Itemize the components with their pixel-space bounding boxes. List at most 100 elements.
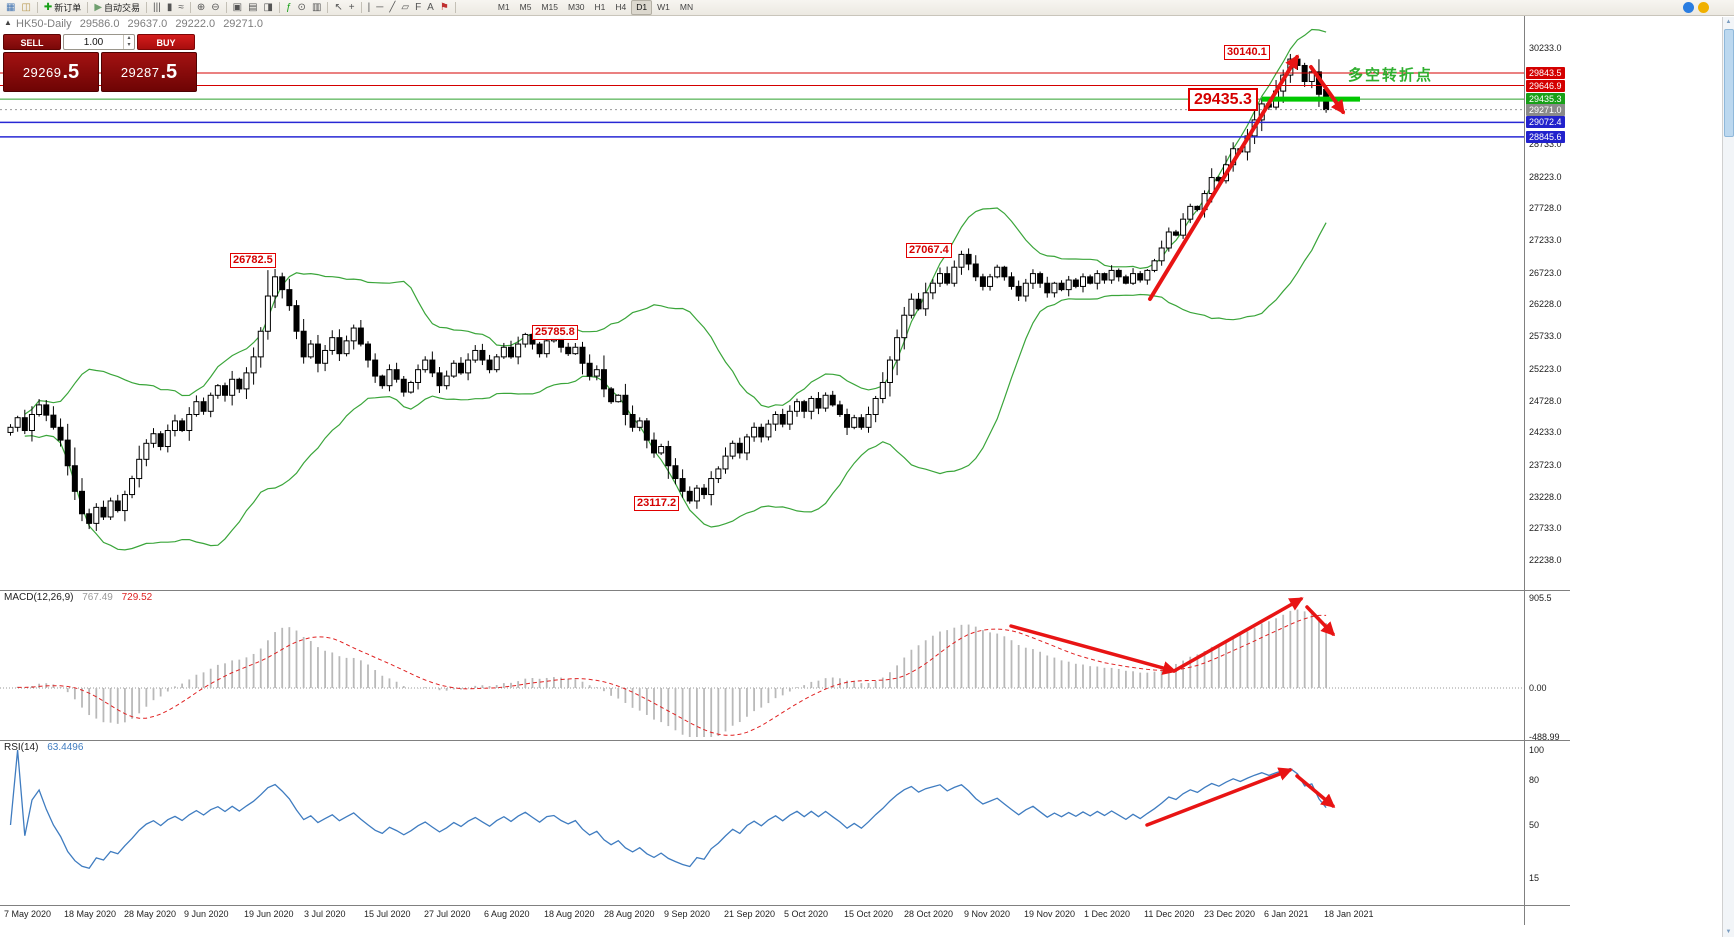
- autotrading-icon: ▶: [94, 1, 103, 13]
- price-label-annotation[interactable]: 26782.5: [230, 253, 276, 268]
- buy-price: 29287: [120, 64, 160, 80]
- timeframe-h4[interactable]: H4: [615, 2, 627, 12]
- vertical-line-button[interactable]: |: [365, 1, 374, 15]
- candle-chart-icon: ▮: [166, 1, 173, 13]
- new-chart-button[interactable]: ▦: [3, 1, 18, 15]
- data-window-icon: ▤: [248, 1, 258, 13]
- new-chart-icon: ▦: [6, 1, 16, 13]
- bar-chart-icon: |||: [153, 1, 161, 13]
- zoom-in-icon: ⊕: [196, 1, 206, 13]
- timeframe-w1[interactable]: W1: [657, 2, 670, 12]
- community-icon[interactable]: [1683, 2, 1694, 13]
- timeframe-m5[interactable]: M5: [519, 2, 532, 12]
- timeframe-m1[interactable]: M1: [497, 2, 510, 12]
- macd-scale-tick: -488.99: [1529, 731, 1560, 742]
- templates-button[interactable]: ▥: [309, 1, 324, 15]
- profiles-button[interactable]: ◫: [18, 1, 33, 15]
- trendline-button[interactable]: ╱: [386, 1, 398, 15]
- sell-price-box[interactable]: 29269 .5: [3, 52, 99, 92]
- panel-separators[interactable]: [0, 16, 1570, 925]
- timeframe-mn[interactable]: MN: [679, 2, 694, 12]
- horizontal-line-button[interactable]: ─: [373, 1, 386, 15]
- channel-button[interactable]: ▱: [398, 1, 412, 15]
- turning-point-note[interactable]: 多空转折点: [1348, 67, 1434, 84]
- navigator-button[interactable]: ◨: [261, 1, 276, 15]
- volume-down-icon[interactable]: ▾: [127, 42, 131, 48]
- price-scale-tick: 23723.0: [1529, 459, 1562, 470]
- date-axis-label: 19 Jun 2020: [244, 909, 294, 919]
- toolbar-separator: [278, 2, 280, 13]
- scroll-up-icon[interactable]: ▲: [1725, 19, 1732, 25]
- sell-button[interactable]: SELL: [3, 34, 61, 50]
- timeframe-h1[interactable]: H1: [594, 2, 606, 12]
- tile-windows-button[interactable]: ▣: [230, 1, 245, 15]
- ohlc-high: 29637.0: [127, 18, 168, 30]
- date-axis-label: 18 Aug 2020: [544, 909, 595, 919]
- volume-value[interactable]: 1.00: [83, 36, 104, 48]
- price-scale-tick: 28733.0: [1529, 139, 1562, 150]
- data-window-button[interactable]: ▤: [245, 1, 260, 15]
- price-label-annotation[interactable]: 27067.4: [906, 243, 952, 258]
- buy-button[interactable]: BUY: [137, 34, 195, 50]
- arrows-button[interactable]: ⚑: [437, 1, 452, 15]
- date-axis-label: 15 Oct 2020: [844, 909, 894, 919]
- ohlc-close: 29271.0: [223, 18, 263, 30]
- date-axis-label: 28 May 2020: [124, 909, 177, 919]
- news-icon[interactable]: [1698, 2, 1709, 13]
- crosshair-button[interactable]: +: [346, 1, 358, 15]
- timeframe-m30[interactable]: M30: [567, 2, 585, 12]
- horizontal-line-objects[interactable]: [0, 72, 1524, 138]
- price-label-annotation[interactable]: 25785.8: [532, 325, 578, 340]
- autotrading-button[interactable]: ▶ 自动交易: [91, 1, 143, 15]
- candles: [7, 53, 1330, 531]
- new-order-button[interactable]: ✚ 新订单: [41, 1, 84, 15]
- periods-button[interactable]: ⊙: [295, 1, 309, 15]
- trend-arrows[interactable]: [1009, 54, 1345, 827]
- date-axis-label: 18 May 2020: [64, 909, 117, 919]
- date-axis-label: 28 Oct 2020: [904, 909, 954, 919]
- date-axis-label: 11 Dec 2020: [1144, 909, 1195, 919]
- macd-signal-value: 729.52: [121, 592, 153, 603]
- price-scale-tick: 23228.0: [1529, 491, 1562, 502]
- bar-chart-button[interactable]: |||: [150, 1, 164, 15]
- price-scale-tick: 22238.0: [1529, 555, 1562, 565]
- price-label-annotation[interactable]: 29435.3: [1188, 88, 1258, 111]
- toolbar-separator: [360, 2, 362, 13]
- price-label-annotation[interactable]: 23117.2: [634, 496, 680, 511]
- price-scale-tick: 26723.0: [1529, 267, 1562, 278]
- price-scale-tick: 26228.0: [1529, 299, 1562, 310]
- vertical-line-icon: |: [367, 1, 371, 13]
- scroll-down-icon[interactable]: ▼: [1725, 929, 1732, 935]
- price-scale-highlight: 29271.0: [1526, 103, 1565, 116]
- date-axis-label: 6 Jan 2021: [1264, 909, 1309, 919]
- toolbar: ▦ ◫ ✚ 新订单 ▶ 自动交易 ||| ▮ ≈ ⊕ ⊖ ▣ ▤ ◨ ƒ ⊙ ▥ ↖ + | ─ ╱ ▱ F A ⚑ M1 M5 M15…: [0, 0, 1734, 16]
- zoom-in-button[interactable]: ⊕: [194, 1, 208, 15]
- toolbar-separator: [327, 2, 329, 13]
- candle-chart-button[interactable]: ▮: [164, 1, 176, 15]
- fibonacci-button[interactable]: F: [412, 1, 424, 15]
- toolbar-separator: [146, 2, 148, 13]
- rsi-scale-tick: 50: [1529, 820, 1540, 830]
- price-label-annotation[interactable]: 30140.1: [1224, 45, 1270, 60]
- navigator-icon: ◨: [263, 1, 273, 13]
- zoom-out-button[interactable]: ⊖: [208, 1, 222, 15]
- vertical-scrollbar[interactable]: ▲ ▼: [1722, 17, 1734, 937]
- volume-input[interactable]: 1.00 ▴ ▾: [63, 34, 135, 50]
- price-scale-highlight: 29435.3: [1526, 93, 1565, 106]
- zoom-out-icon: ⊖: [211, 1, 220, 13]
- timeframe-d1[interactable]: D1: [631, 0, 653, 15]
- rsi-value: 63.4496: [47, 742, 84, 753]
- volume-spinner[interactable]: ▴ ▾: [123, 35, 134, 49]
- volume-up-icon[interactable]: ▴: [127, 35, 131, 41]
- date-axis-label: 9 Nov 2020: [964, 909, 1011, 919]
- one-click-toggle-icon[interactable]: ▲: [4, 18, 12, 27]
- line-chart-button[interactable]: ≈: [175, 1, 187, 15]
- indicators-button[interactable]: ƒ: [283, 1, 295, 15]
- timeframe-m15[interactable]: M15: [541, 2, 558, 12]
- rsi-scale-tick: 15: [1529, 872, 1540, 883]
- buy-price-box[interactable]: 29287 .5: [101, 52, 197, 92]
- cursor-button[interactable]: ↖: [331, 1, 345, 15]
- text-button[interactable]: A: [424, 1, 437, 15]
- scrollbar-thumb[interactable]: [1724, 29, 1734, 137]
